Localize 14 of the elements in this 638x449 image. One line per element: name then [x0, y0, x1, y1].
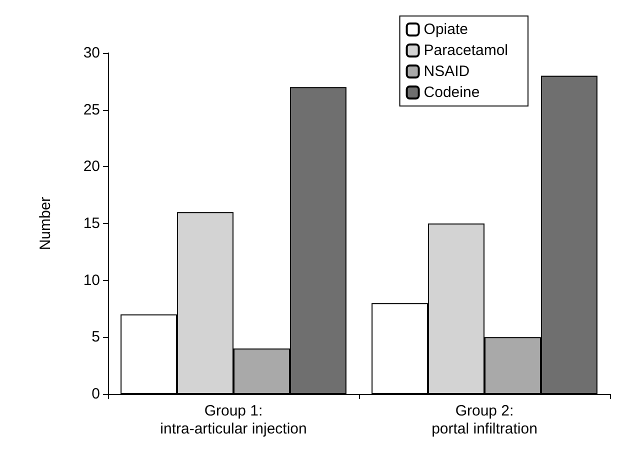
y-tick-label: 25 — [83, 101, 100, 118]
legend-label: Paracetamol — [424, 42, 508, 59]
legend-label: NSAID — [424, 63, 470, 80]
y-tick-label: 0 — [92, 386, 100, 402]
x-tick-label: Group 2: portal infiltration — [432, 402, 538, 438]
y-tick-label: 5 — [92, 328, 100, 346]
legend-label: Codeine — [424, 84, 480, 101]
y-tick-label: 30 — [83, 44, 100, 62]
y-tick-label: 15 — [83, 215, 100, 232]
y-axis-title: Number — [37, 196, 54, 250]
y-tick-label: 20 — [83, 158, 100, 176]
x-tick-label: Group 1: intra-articular injection — [160, 402, 307, 438]
legend-label: Opiate — [424, 21, 468, 38]
y-tick-label: 10 — [83, 272, 100, 289]
